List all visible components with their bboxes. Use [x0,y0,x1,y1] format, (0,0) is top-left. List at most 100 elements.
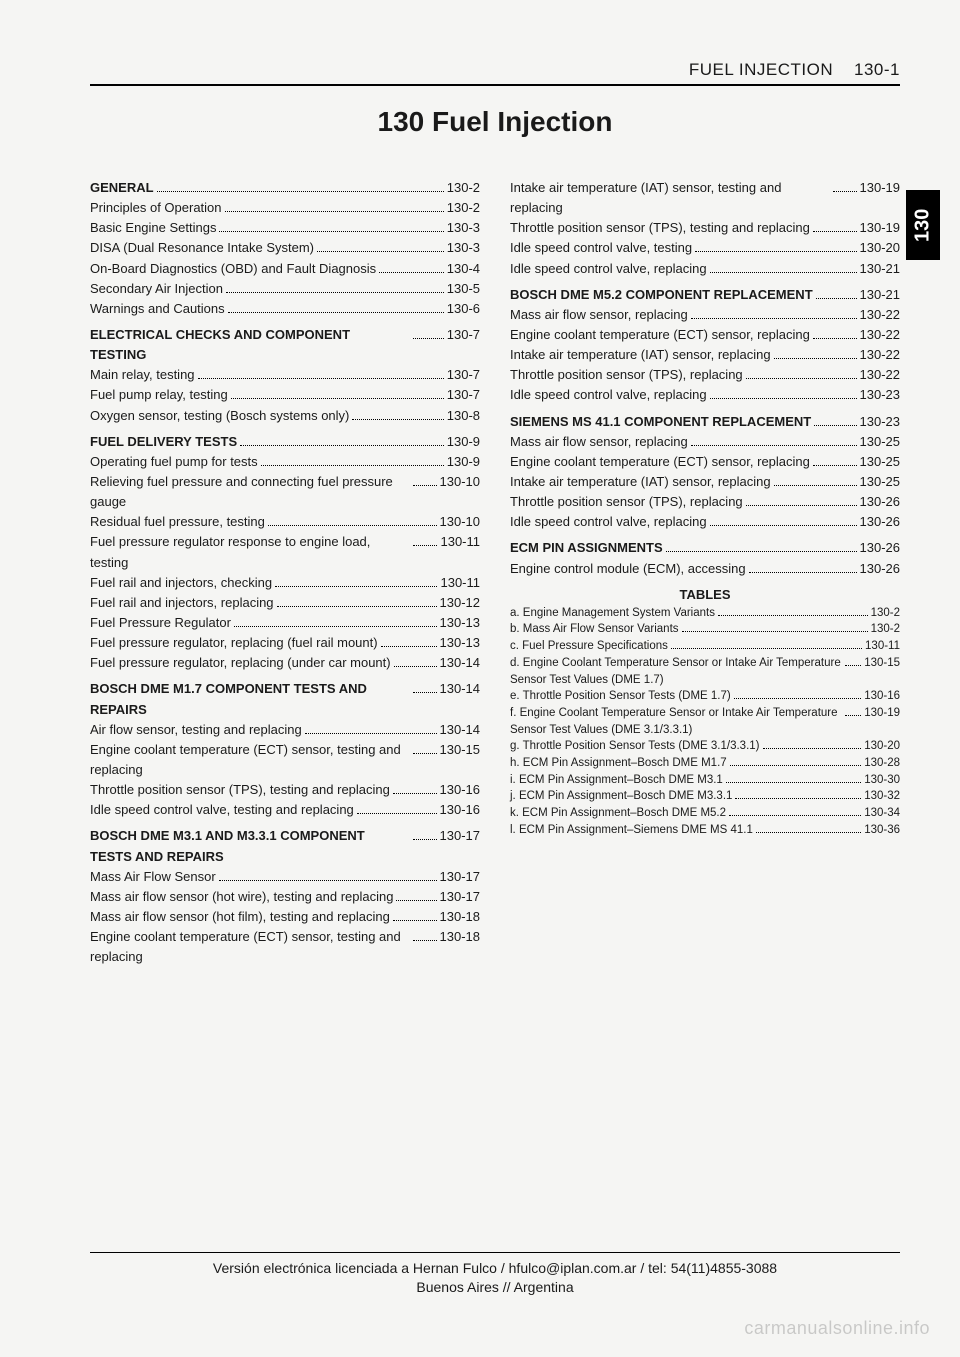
toc-item: Engine coolant temperature (ECT) sensor,… [510,452,900,472]
toc-label: Mass air flow sensor, replacing [510,305,688,325]
toc-dots [240,445,444,446]
side-tab: 130 [906,190,940,260]
toc-dots [277,606,437,607]
toc-label: DISA (Dual Resonance Intake System) [90,238,314,258]
table-page: 130-34 [864,805,900,822]
table-page: 130-15 [864,655,900,672]
toc-dots [394,666,437,667]
toc-item: Fuel pressure regulator, replacing (fuel… [90,633,480,653]
toc-page: 130-14 [440,653,480,673]
toc-right-column: Intake air temperature (IAT) sensor, tes… [510,178,900,967]
toc-page: 130-18 [440,907,480,927]
toc-label: Idle speed control valve, replacing [510,512,707,532]
toc-item: Fuel rail and injectors, replacing130-12 [90,593,480,613]
toc-page: 130-22 [860,365,900,385]
toc-page: 130-26 [860,512,900,532]
header-page: 130-1 [854,60,900,79]
toc-item: Mass air flow sensor, replacing130-25 [510,432,900,452]
toc-page: 130-13 [440,613,480,633]
toc-item: Relieving fuel pressure and connecting f… [90,472,480,512]
toc-page: 130-20 [860,238,900,258]
table-label: h. ECM Pin Assignment–Bosch DME M1.7 [510,755,727,772]
toc-page: 130-26 [860,492,900,512]
footer-line1: Versión electrónica licenciada a Hernan … [90,1259,900,1278]
toc-label: Principles of Operation [90,198,222,218]
toc-label: Fuel pressure regulator response to engi… [90,532,410,572]
toc-label: Fuel pressure regulator, replacing (unde… [90,653,391,673]
toc-page: 130-22 [860,345,900,365]
toc-label: Idle speed control valve, testing [510,238,692,258]
toc-item: Throttle position sensor (TPS), testing … [90,780,480,800]
toc-dots [710,525,857,526]
toc-page: 130-22 [860,325,900,345]
toc-page: 130-9 [447,432,480,452]
toc-label: Idle speed control valve, replacing [510,385,707,405]
toc-label: Intake air temperature (IAT) sensor, rep… [510,345,771,365]
toc-label: Secondary Air Injection [90,279,223,299]
page-header: FUEL INJECTION 130-1 [90,60,900,80]
toc-page: 130-23 [860,412,900,432]
toc-label: ELECTRICAL CHECKS AND COMPONENT TESTING [90,325,410,365]
table-label: d. Engine Coolant Temperature Sensor or … [510,655,842,688]
table-entry: f. Engine Coolant Temperature Sensor or … [510,705,900,738]
toc-dots [691,445,857,446]
toc-page: 130-14 [440,679,480,699]
toc-item: Idle speed control valve, replacing130-2… [510,385,900,405]
toc-item: Engine coolant temperature (ECT) sensor,… [90,927,480,967]
toc-item: Engine coolant temperature (ECT) sensor,… [90,740,480,780]
toc-item: Mass air flow sensor (hot film), testing… [90,907,480,927]
toc-label: Engine coolant temperature (ECT) sensor,… [510,325,810,345]
table-page: 130-30 [864,772,900,789]
toc-dots [225,211,444,212]
toc-dots [268,525,437,526]
toc-heading: ELECTRICAL CHECKS AND COMPONENT TESTING1… [90,325,480,365]
table-label: e. Throttle Position Sensor Tests (DME 1… [510,688,731,705]
table-page: 130-28 [864,755,900,772]
table-entry: c. Fuel Pressure Specifications130-11 [510,638,900,655]
toc-label: Engine coolant temperature (ECT) sensor,… [510,452,810,472]
table-page: 130-36 [864,822,900,839]
toc-page: 130-15 [440,740,480,760]
toc-label: Intake air temperature (IAT) sensor, tes… [510,178,830,218]
toc-label: Fuel pump relay, testing [90,385,228,405]
toc-page: 130-7 [447,365,480,385]
toc-page: 130-10 [440,512,480,532]
toc-heading: SIEMENS MS 41.1 COMPONENT REPLACEMENT 130… [510,412,900,432]
tables-list: a. Engine Management System Variants130-… [510,605,900,838]
toc-label: BOSCH DME M3.1 AND M3.3.1 COMPONENT TEST… [90,826,410,866]
toc-label: On-Board Diagnostics (OBD) and Fault Dia… [90,259,376,279]
toc-label: Throttle position sensor (TPS), replacin… [510,492,743,512]
toc-item: Operating fuel pump for tests130-9 [90,452,480,472]
toc-page: 130-16 [440,780,480,800]
table-label: l. ECM Pin Assignment–Siemens DME MS 41.… [510,822,753,839]
toc-dots [774,358,857,359]
toc-dots [413,940,437,941]
toc-dots [357,813,437,814]
toc-page: 130-3 [447,218,480,238]
toc-item: Air flow sensor, testing and replacing13… [90,720,480,740]
table-entry: j. ECM Pin Assignment–Bosch DME M3.3.113… [510,788,900,805]
toc-dots [228,312,444,313]
toc-label: BOSCH DME M1.7 COMPONENT TESTS AND REPAI… [90,679,410,719]
toc-item: Intake air temperature (IAT) sensor, rep… [510,472,900,492]
toc-page: 130-26 [860,538,900,558]
toc-page: 130-10 [440,472,480,492]
toc-dots [816,298,857,299]
toc-dots [157,191,444,192]
toc-item: Fuel Pressure Regulator130-13 [90,613,480,633]
toc-page: 130-7 [447,385,480,405]
toc-label: Operating fuel pump for tests [90,452,258,472]
table-entry: b. Mass Air Flow Sensor Variants130-2 [510,621,900,638]
toc-dots [813,465,857,466]
toc-dots [413,839,437,840]
toc-page: 130-13 [440,633,480,653]
table-page: 130-2 [871,605,900,622]
toc-item: Idle speed control valve, replacing130-2… [510,259,900,279]
toc-dots [379,272,444,273]
toc-heading: BOSCH DME M1.7 COMPONENT TESTS AND REPAI… [90,679,480,719]
toc-dots [710,272,857,273]
toc-dots [749,572,857,573]
toc-item: Throttle position sensor (TPS), replacin… [510,492,900,512]
toc-page: 130-8 [447,406,480,426]
toc-label: SIEMENS MS 41.1 COMPONENT REPLACEMENT [510,412,811,432]
